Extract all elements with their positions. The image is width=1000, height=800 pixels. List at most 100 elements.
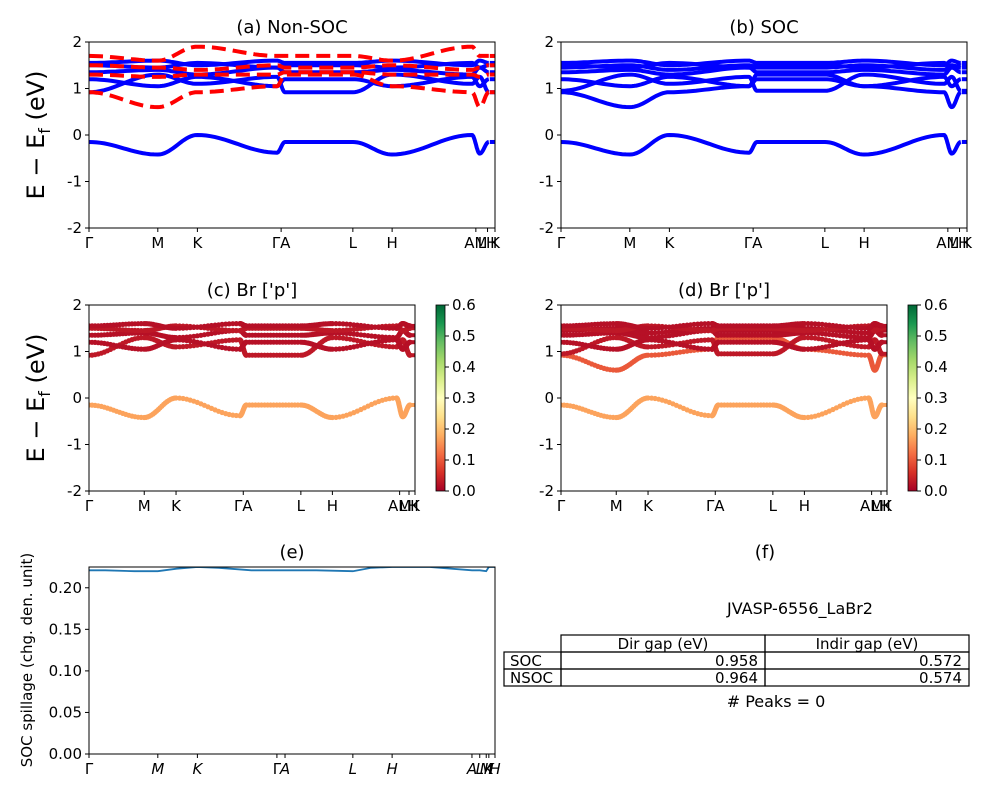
ytick-label: 0.05 [49, 703, 82, 721]
colorbar-tick-label: 0.0 [924, 482, 948, 500]
spillage-line [89, 567, 495, 573]
table-row-nsoc-label: NSOC [510, 669, 553, 687]
ylabel-top: E − Ef (eV) [22, 71, 54, 200]
xtick-label: A [279, 760, 290, 778]
xtick-label: Γ [557, 234, 566, 252]
xtick-label: H [799, 497, 810, 515]
ytick-label: -2 [539, 219, 554, 237]
ytick-label: 0.20 [49, 579, 82, 597]
xtick-label: LH [950, 234, 970, 252]
band-point [645, 352, 651, 358]
band-spin-down [89, 63, 489, 72]
band-spin-up [89, 74, 490, 89]
band-soc [561, 72, 962, 110]
ytick-label: 0 [544, 126, 554, 144]
colorbar [907, 304, 918, 492]
ytick-label: 1 [544, 80, 554, 98]
xtick-label: K [192, 234, 203, 252]
band-point [645, 330, 651, 336]
band-point [705, 337, 711, 343]
band-soc [561, 65, 961, 77]
peaks-count: # Peaks = 0 [727, 692, 826, 711]
ytick-label: -2 [539, 482, 554, 500]
ytick-label: 1 [544, 343, 554, 361]
xtick-label: M [480, 760, 493, 778]
material-id: JVASP-6556_LaBr2 [726, 599, 873, 619]
table-row-soc-dir: 0.958 [715, 652, 758, 670]
xtick-label: Γ [273, 760, 282, 778]
colorbar-tick-label: 0.2 [924, 420, 948, 438]
xtick-label: AM [860, 497, 883, 515]
band-spin-down [89, 70, 489, 79]
ytick-label: 2 [544, 33, 554, 51]
xtick-label: M [151, 234, 164, 252]
xtick-label: L [476, 760, 484, 778]
ytick-label: 1 [72, 343, 82, 361]
xtick-label: A [466, 760, 477, 778]
band-point [801, 335, 808, 341]
xtick-label: M [138, 497, 151, 515]
panel-c-title: (c) Br ['p'] [207, 280, 298, 301]
panel-b-plot-area [561, 58, 967, 157]
xtick-label: LH [399, 497, 419, 515]
ytick-label: 1 [72, 80, 82, 98]
colorbar-tick-label: 0.6 [452, 296, 476, 314]
colorbar-tick-label: 0.4 [924, 358, 948, 376]
table-row-nsoc-dir: 0.964 [715, 669, 758, 687]
xtick-label: L [821, 234, 830, 252]
ytick-label: 0 [72, 389, 82, 407]
band-soc [561, 58, 961, 68]
xtick-label: H [489, 760, 500, 778]
table-row-soc-indir: 0.572 [919, 652, 962, 670]
xtick-label: ΓA [744, 234, 763, 252]
xtick-label: M [151, 760, 164, 778]
panel-c-plot-area [89, 321, 415, 421]
table-header-indir: Indir gap (eV) [816, 635, 919, 653]
xtick-label: K [882, 497, 893, 515]
xtick-label: ΓA [234, 497, 253, 515]
xtick-label: L [297, 497, 306, 515]
colorbar-tick-label: 0.4 [452, 358, 476, 376]
colorbar-tick-label: 0.1 [924, 451, 948, 469]
ytick-label: -1 [539, 436, 554, 454]
xtick-label: L [769, 497, 778, 515]
ytick-label: -1 [67, 173, 82, 191]
colorbar-tick-label: 0.3 [452, 389, 476, 407]
xtick-label: K [410, 497, 421, 515]
xtick-label: L [349, 234, 358, 252]
ylabel-spillage: SOC spillage (chg. den. unit) [18, 553, 36, 768]
xtick-label: H [858, 234, 869, 252]
colorbar-tick-label: 0.5 [452, 327, 476, 345]
colorbar [435, 304, 446, 492]
band-spin-down [89, 44, 489, 63]
panel-d-title: (d) Br ['p'] [678, 280, 770, 301]
xtick-label: H [386, 760, 397, 778]
xtick-label: K [490, 234, 501, 252]
band-point [329, 335, 335, 341]
table-row-nsoc-indir: 0.574 [919, 669, 962, 687]
colorbar-tick-label: 0.2 [452, 420, 476, 438]
band-spin-down [89, 72, 490, 110]
band-point [233, 321, 239, 327]
ytick-label: 0 [544, 389, 554, 407]
colorbar-tick-label: 0.6 [924, 296, 948, 314]
band-soc [561, 132, 962, 157]
panel-e-frame [88, 566, 496, 755]
band-soc [561, 74, 962, 89]
band-spin-up [89, 65, 489, 77]
band-point [233, 337, 239, 343]
xtick-label: ΓA [706, 497, 725, 515]
ylabel-middle: E − Ef (eV) [22, 334, 54, 463]
band-spin-up [89, 58, 489, 68]
xtick-label: H [386, 234, 397, 252]
ytick-label: 2 [544, 296, 554, 314]
xtick-label: Γ [557, 497, 566, 515]
xtick-label: LH [478, 234, 498, 252]
panel-f-title: (f) [755, 542, 775, 563]
colorbar-tick-label: 0.5 [924, 327, 948, 345]
ytick-label: 2 [72, 296, 82, 314]
